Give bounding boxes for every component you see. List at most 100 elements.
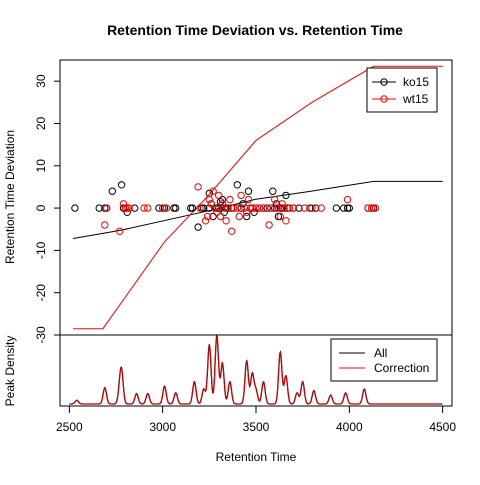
point-ko15 [71,204,79,212]
point-wt15 [159,204,167,212]
point-wt15 [276,212,284,221]
point-wt15 [205,195,214,204]
point-wt15 [368,204,376,212]
point-wt15 [216,212,225,221]
point-wt15 [285,204,294,212]
point-ko15 [244,187,253,195]
y-tick-label: 20 [34,116,48,130]
point-wt15 [121,204,130,212]
point-ko15 [155,204,163,212]
density-curves [69,333,443,405]
point-wt15 [280,204,288,212]
point-wt15 [233,204,242,212]
point-wt15 [194,183,202,191]
point-ko15 [269,187,277,195]
correction-line-ko15 [73,180,443,239]
x-axis: 2500 3000 3500 4000 4500 [56,406,456,434]
legend-all-label: All [374,346,387,360]
point-ko15 [243,212,251,221]
x-tick-label: 3500 [243,420,270,434]
point-wt15 [265,221,273,229]
density-line-correction [69,335,443,405]
point-wt15 [371,204,380,212]
deviation-points [71,181,380,236]
point-wt15 [274,204,283,212]
point-wt15 [213,208,221,217]
point-wt15 [243,208,251,217]
point-wt15 [289,204,297,212]
chart-title: Retention Time Deviation vs. Retention T… [107,22,403,38]
point-ko15 [101,204,109,212]
point-ko15 [369,204,378,212]
legend-ko15-marker [380,78,388,86]
point-wt15 [123,204,131,212]
point-ko15 [233,181,242,189]
density-legend-box [330,338,438,382]
deviation-lines [73,65,443,330]
legend-ko15-label: ko15 [403,75,429,89]
point-wt15 [144,204,152,212]
y-tick-label: -20 [34,284,48,302]
point-wt15 [246,204,255,212]
point-wt15 [215,191,223,200]
point-ko15 [213,204,221,212]
y-tick-label: 30 [34,74,48,88]
deviation-y-axis-label: Retention Time Deviation [3,130,17,264]
point-ko15 [345,204,353,212]
point-wt15 [196,204,204,212]
point-ko15 [205,204,214,212]
point-wt15 [282,217,290,225]
point-ko15 [209,212,217,221]
y-tick-label: -10 [34,241,48,259]
deviation-legend: ko15 wt15 [366,67,438,113]
point-wt15 [343,195,352,204]
point-wt15 [116,227,124,236]
point-wt15 [244,195,253,204]
point-wt15 [235,212,243,221]
point-wt15 [220,204,229,212]
point-wt15 [218,200,227,208]
point-ko15 [218,195,227,204]
point-ko15 [282,191,290,200]
point-ko15 [108,187,117,195]
point-ko15 [295,204,303,212]
point-wt15 [207,200,215,208]
density-legend: All Correction [330,338,438,382]
legend-wt15-label: wt15 [402,92,429,106]
point-wt15 [229,204,238,212]
point-ko15 [123,208,131,217]
point-wt15 [125,204,133,212]
point-wt15 [267,204,275,212]
y-tick-label: 10 [34,159,48,173]
density-panel: 2500 3000 3500 4000 4500 Peak Density Retent… [3,333,456,464]
point-wt15 [252,204,260,212]
deviation-y-axis: -30 -20 -10 0 10 20 30 [34,74,60,344]
point-wt15 [101,221,109,229]
point-ko15 [237,204,245,212]
legend-wt15-marker [380,95,388,103]
point-wt15 [228,227,236,236]
point-wt15 [211,204,219,212]
point-wt15 [201,217,210,225]
point-wt15 [259,204,268,212]
point-wt15 [226,195,234,204]
point-ko15 [117,181,126,189]
point-wt15 [222,217,230,225]
point-ko15 [95,204,103,212]
point-ko15 [220,208,229,217]
x-tick-label: 3000 [149,420,176,434]
x-tick-label: 4500 [429,420,456,434]
point-ko15 [272,200,281,208]
point-ko15 [194,223,202,231]
point-ko15 [312,204,320,212]
point-wt15 [140,204,148,212]
point-ko15 [172,204,180,212]
point-ko15 [250,208,258,217]
point-ko15 [278,204,286,212]
point-ko15 [306,204,314,212]
point-wt15 [209,187,217,195]
point-ko15 [284,204,292,212]
point-ko15 [228,204,236,212]
point-ko15 [239,200,247,208]
